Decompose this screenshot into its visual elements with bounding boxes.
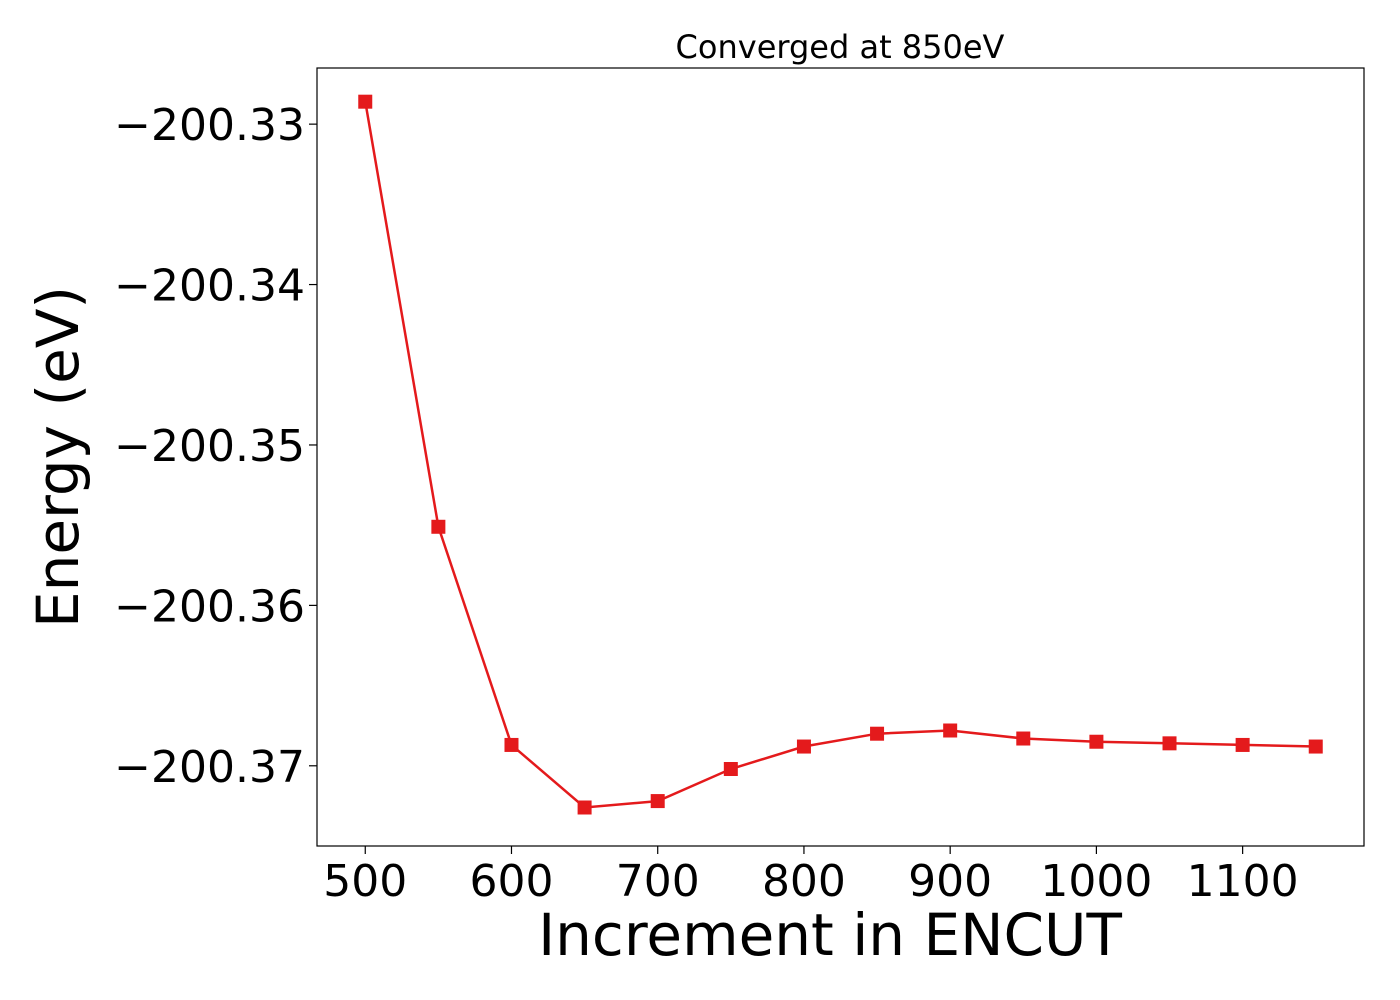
data-point-marker (870, 726, 885, 741)
data-point-marker (1016, 731, 1031, 746)
y-tick-label: −200.37 (114, 742, 305, 793)
x-tick-label: 900 (908, 856, 992, 907)
data-point-marker (796, 739, 811, 754)
x-tick-label: 1000 (1040, 856, 1152, 907)
y-tick-label: −200.33 (114, 100, 305, 151)
data-point-marker (650, 794, 665, 809)
series-layer (358, 94, 1323, 815)
y-tick-label: −200.34 (114, 261, 305, 312)
data-point-marker (358, 94, 373, 109)
data-point-marker (1089, 734, 1104, 749)
x-tick-label: 500 (323, 856, 407, 907)
plot-area (316, 67, 1365, 847)
x-axis-label: Increment in ENCUT (538, 901, 1122, 969)
y-tick-label: −200.35 (114, 421, 305, 472)
data-point-marker (1308, 739, 1323, 754)
x-axis-ticks: 500 600 700 800 900 1000 1100 (323, 846, 1299, 907)
y-axis-ticks: −200.33 −200.34 −200.35 −200.36 −200.37 (114, 100, 317, 793)
chart-title: Converged at 850eV (676, 28, 1005, 66)
data-point-marker (504, 737, 519, 752)
x-tick-label: 600 (469, 856, 553, 907)
data-point-marker (431, 519, 446, 534)
data-point-marker (1162, 736, 1177, 751)
series-line (364, 101, 1316, 809)
y-axis-label: Energy (eV) (24, 286, 92, 628)
x-tick-label: 700 (616, 856, 700, 907)
y-tick-label: −200.36 (114, 581, 305, 632)
x-tick-label: 800 (762, 856, 846, 907)
x-tick-label: 1100 (1187, 856, 1299, 907)
data-point-marker (943, 723, 958, 738)
data-point-marker (723, 762, 738, 777)
data-point-marker (1235, 737, 1250, 752)
data-point-marker (577, 800, 592, 815)
